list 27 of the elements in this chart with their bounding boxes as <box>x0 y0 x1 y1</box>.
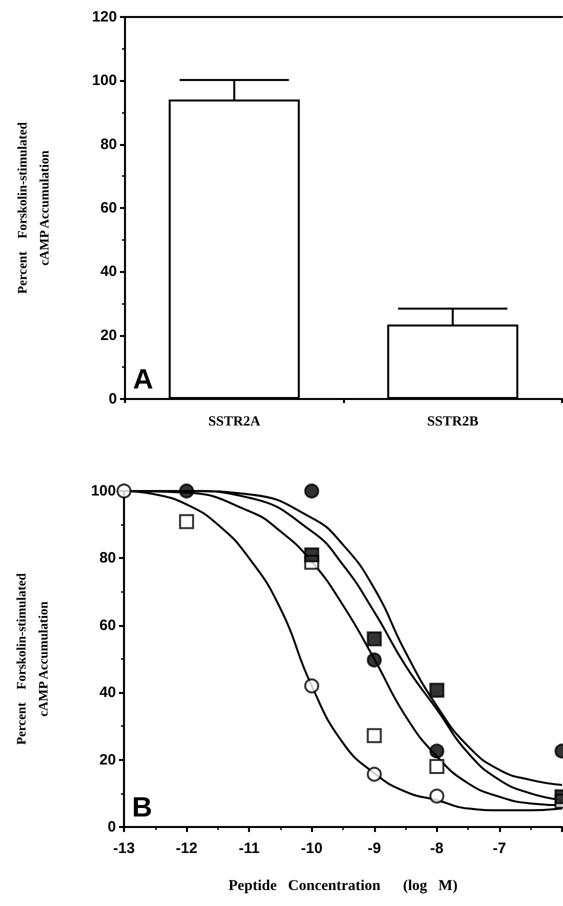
y-tick-label: 100 <box>92 72 117 90</box>
x-tick-label: -8 <box>430 840 444 857</box>
y-tick-label: 0 <box>108 390 117 408</box>
y-tick-label: 20 <box>99 751 116 768</box>
annotation: B <box>132 792 152 822</box>
annotation: A <box>133 364 154 394</box>
x-tick-label: SSTR2B <box>427 414 478 430</box>
y-tick-label: 40 <box>99 684 116 702</box>
x-tick-label: -10 <box>300 840 323 857</box>
y-tick-label: 20 <box>100 326 117 344</box>
y-tick-label: 60 <box>100 200 117 216</box>
y-tick-label: 80 <box>100 136 117 153</box>
x-tick-label: -11 <box>238 840 260 857</box>
y-tick-label: 80 <box>99 550 116 567</box>
x-axis-title: Peptide Concentration (log M) <box>228 878 458 894</box>
y-tick-label: 60 <box>99 616 116 634</box>
y-axis-title: Percent Forskolin-stimulated cAMP Accumulation <box>14 121 52 294</box>
y-tick-label: 40 <box>100 263 117 280</box>
x-tick-label: -7 <box>492 840 506 857</box>
x-tick-label: -13 <box>113 840 135 857</box>
x-tick-label: SSTR2A <box>208 414 262 430</box>
y-axis-title: Percent Forskolin-stimulated cAMP Accumulation <box>14 572 50 745</box>
y-tick-label: 100 <box>90 482 116 500</box>
x-tick-label: -12 <box>176 840 198 857</box>
y-tick-label: 0 <box>108 818 116 836</box>
y-tick-label: 120 <box>92 8 117 26</box>
x-tick-label: -9 <box>368 840 381 857</box>
